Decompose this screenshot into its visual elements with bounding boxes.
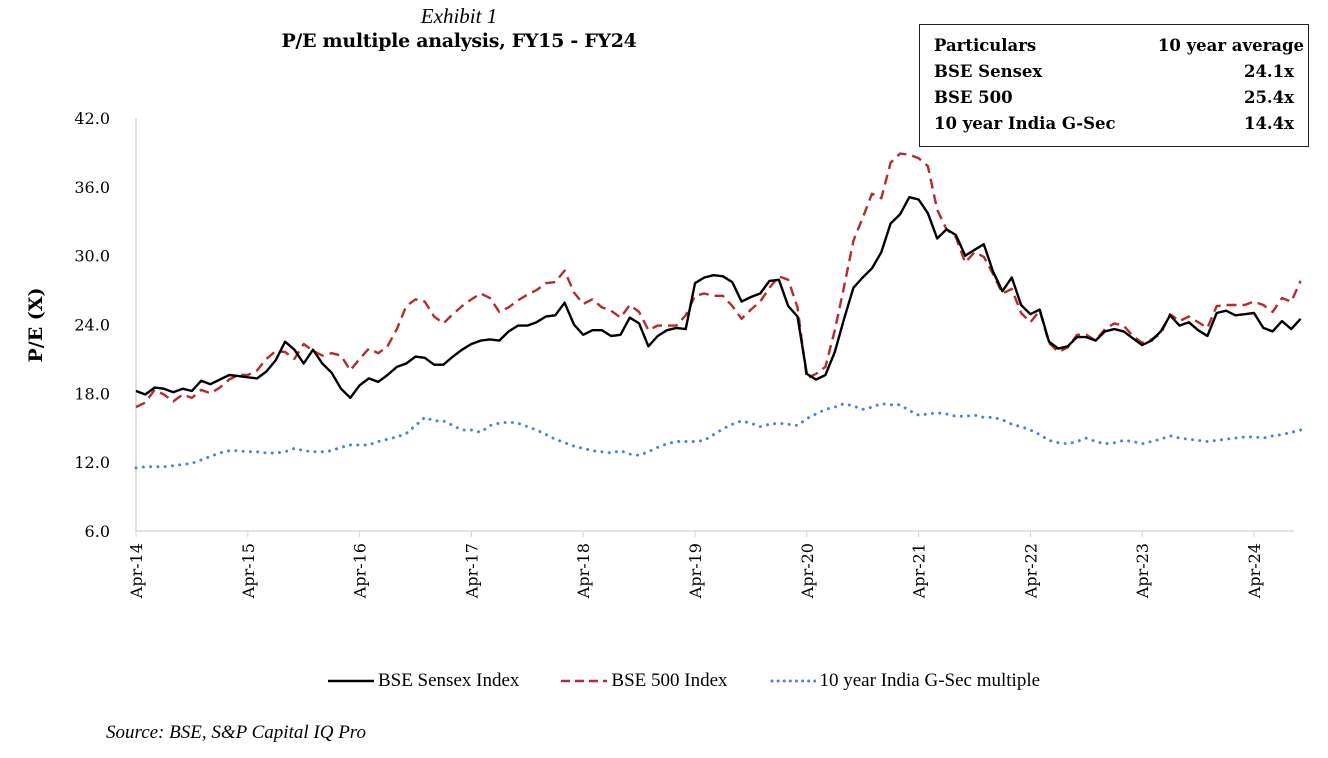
row-label: 10 year India G-Sec <box>934 114 1116 133</box>
x-tick-label: Apr-15 <box>239 543 258 599</box>
column-header-average: 10 year average <box>1157 36 1304 55</box>
x-tick-label: Apr-18 <box>574 543 593 599</box>
averages-table-row: BSE 500 25.4x <box>934 85 1308 111</box>
row-value: 14.4x <box>1243 114 1294 133</box>
series-line-bse-500-index <box>135 152 1302 409</box>
averages-table-header: Particulars 10 year average <box>934 33 1308 59</box>
y-tick-label: 42.0 <box>74 109 110 128</box>
chart-axes: 6.0 12.0 18.0 24.0 30.0 36.0 42.0 Apr-14 Apr-15 A… <box>74 109 1294 599</box>
x-tick-label: Apr-14 <box>127 543 146 599</box>
legend-swatch-dotted <box>770 679 816 683</box>
row-label: BSE Sensex <box>934 62 1043 81</box>
y-tick-label: 24.0 <box>74 316 110 335</box>
source-note: Source: BSE, S&P Capital IQ Pro <box>106 722 366 743</box>
x-tick-label: Apr-17 <box>462 543 481 599</box>
y-tick-label: 36.0 <box>74 178 110 197</box>
x-tick-label: Apr-24 <box>1245 543 1264 599</box>
legend-item-gsec: 10 year India G-Sec multiple <box>770 670 1041 692</box>
row-label: BSE 500 <box>934 88 1013 107</box>
row-value: 25.4x <box>1243 88 1294 107</box>
averages-table-row: BSE Sensex 24.1x <box>934 59 1308 85</box>
series-line-bse-sensex-index <box>135 195 1302 400</box>
averages-table: Particulars 10 year average BSE Sensex 2… <box>919 24 1309 147</box>
chart-title: P/E multiple analysis, FY15 - FY24 <box>281 30 637 52</box>
legend-label: BSE Sensex Index <box>377 670 520 691</box>
x-tick-label: Apr-21 <box>910 543 929 599</box>
legend-label: 10 year India G-Sec multiple <box>819 670 1041 691</box>
y-tick-label: 18.0 <box>74 384 110 403</box>
y-tick-label: 30.0 <box>74 247 110 266</box>
exhibit-label: Exhibit 1 <box>420 4 498 28</box>
x-tick-label: Apr-16 <box>351 543 370 599</box>
legend-item-bse500: BSE 500 Index <box>561 670 728 692</box>
series-line-10-year-india-g-sec-multiple <box>134 402 1303 470</box>
legend-swatch-solid <box>327 679 374 683</box>
averages-table-row: 10 year India G-Sec 14.4x <box>934 111 1308 137</box>
y-tick-label: 6.0 <box>85 522 110 541</box>
x-tick-label: Apr-20 <box>798 543 817 599</box>
chart-legend: BSE Sensex Index BSE 500 Index 10 year I… <box>0 670 1328 692</box>
line-chart: 6.0 12.0 18.0 24.0 30.0 36.0 42.0 Apr-14 Apr-15 A… <box>25 109 1303 599</box>
series-layer <box>134 152 1303 470</box>
legend-swatch-dashed <box>561 679 608 683</box>
y-axis-label: P/E (X) <box>25 287 47 362</box>
x-tick-label: Apr-23 <box>1133 543 1152 599</box>
legend-label: BSE 500 Index <box>611 670 728 691</box>
x-tick-label: Apr-22 <box>1021 543 1040 599</box>
x-tick-label: Apr-19 <box>686 543 705 599</box>
legend-item-sensex: BSE Sensex Index <box>327 670 520 692</box>
row-value: 24.1x <box>1243 62 1294 81</box>
y-tick-label: 12.0 <box>74 453 110 472</box>
column-header-particulars: Particulars <box>934 36 1037 55</box>
